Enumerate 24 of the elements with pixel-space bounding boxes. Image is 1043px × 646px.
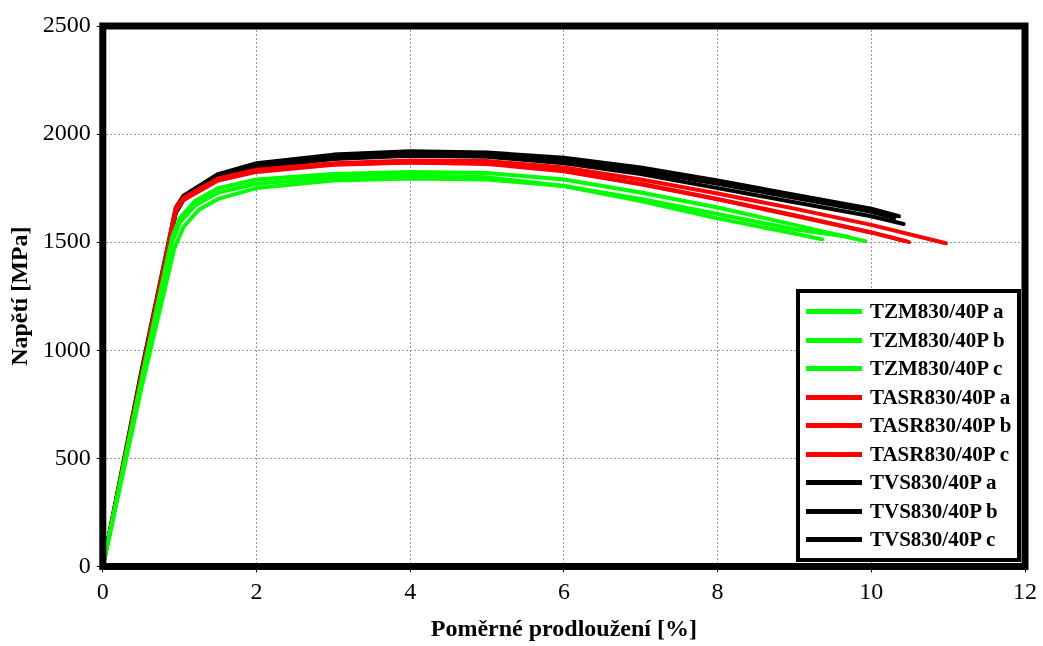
- x-tick-label: 2: [250, 578, 263, 605]
- x-tick-label: 12: [1013, 578, 1037, 605]
- legend-label: TZM830/40P c: [870, 356, 1003, 382]
- x-tick-label: 6: [557, 578, 570, 605]
- x-tick-label: 4: [404, 578, 417, 605]
- y-tick-label: 2500: [42, 11, 91, 38]
- legend-label: TVS830/40P b: [870, 498, 998, 524]
- legend-label: TVS830/40P a: [870, 470, 997, 496]
- x-tick-label: 10: [859, 578, 884, 605]
- y-tick-label: 1500: [42, 227, 91, 254]
- legend-label: TASR830/40P b: [870, 413, 1012, 439]
- y-tick-label: 500: [54, 443, 91, 470]
- x-tick-label: 0: [96, 578, 109, 605]
- x-tick-label: 8: [711, 578, 724, 605]
- y-tick-label: 1000: [42, 335, 91, 362]
- legend-label: TASR830/40P a: [870, 384, 1011, 410]
- legend-label: TZM830/40P b: [870, 327, 1005, 353]
- y-tick-label: 0: [78, 551, 91, 578]
- legend-label: TVS830/40P c: [870, 527, 996, 553]
- legend-label: TASR830/40P c: [870, 441, 1010, 467]
- x-axis-title: Poměrné prodloužení [%]: [430, 614, 697, 641]
- legend-label: TZM830/40P a: [870, 299, 1004, 325]
- y-axis-title: Napětí [MPa]: [5, 226, 32, 366]
- y-tick-label: 2000: [42, 119, 91, 146]
